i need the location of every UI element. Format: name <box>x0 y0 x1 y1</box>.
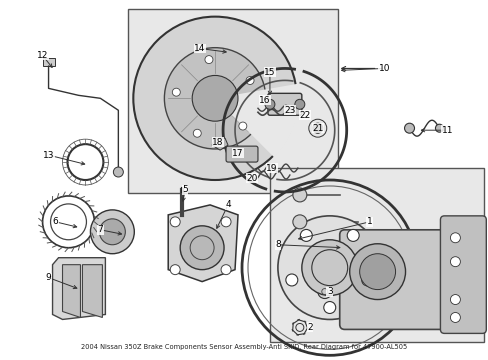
Text: 18: 18 <box>212 138 224 147</box>
Text: 15: 15 <box>264 68 275 77</box>
Polygon shape <box>82 265 102 318</box>
Text: 14: 14 <box>194 44 205 53</box>
FancyBboxPatch shape <box>225 146 258 162</box>
Bar <box>269 168 483 342</box>
Text: 6: 6 <box>53 217 58 226</box>
Text: 10: 10 <box>378 64 389 73</box>
Text: 5: 5 <box>182 185 188 194</box>
Text: 23: 23 <box>284 106 295 115</box>
Text: 17: 17 <box>232 149 244 158</box>
Text: 2004 Nissan 350Z Brake Components Sensor Assembly-Anti SKID, Rear Diagram for 47: 2004 Nissan 350Z Brake Components Sensor… <box>81 345 407 350</box>
Bar <box>42 58 55 67</box>
FancyBboxPatch shape <box>440 216 486 333</box>
Text: 19: 19 <box>265 163 277 172</box>
Circle shape <box>133 17 296 180</box>
Polygon shape <box>168 205 238 282</box>
Text: 1: 1 <box>366 217 372 226</box>
Text: 3: 3 <box>326 287 332 296</box>
Circle shape <box>90 210 134 254</box>
Polygon shape <box>62 265 81 318</box>
Text: 7: 7 <box>97 225 103 234</box>
Text: 9: 9 <box>45 273 51 282</box>
Text: 11: 11 <box>441 126 452 135</box>
Circle shape <box>193 129 201 137</box>
Circle shape <box>221 265 230 275</box>
Polygon shape <box>52 258 105 319</box>
Circle shape <box>292 215 306 229</box>
Text: 8: 8 <box>274 240 280 249</box>
Circle shape <box>435 124 443 132</box>
FancyBboxPatch shape <box>267 93 301 115</box>
Circle shape <box>294 99 304 109</box>
Circle shape <box>323 302 335 314</box>
Circle shape <box>192 76 238 121</box>
Circle shape <box>449 233 459 243</box>
Text: 4: 4 <box>225 201 230 210</box>
Circle shape <box>113 167 123 177</box>
Circle shape <box>404 123 414 133</box>
Circle shape <box>359 254 395 289</box>
Circle shape <box>346 229 359 242</box>
Circle shape <box>449 294 459 305</box>
Circle shape <box>317 285 331 298</box>
Circle shape <box>170 217 180 227</box>
Circle shape <box>245 77 254 85</box>
Circle shape <box>264 99 274 109</box>
Circle shape <box>180 226 224 270</box>
Circle shape <box>292 188 306 202</box>
Circle shape <box>312 123 322 133</box>
Circle shape <box>170 265 180 275</box>
Circle shape <box>449 312 459 323</box>
Circle shape <box>204 55 212 64</box>
Polygon shape <box>212 138 227 150</box>
Text: 20: 20 <box>246 174 257 183</box>
Circle shape <box>285 274 297 286</box>
Text: 22: 22 <box>299 111 310 120</box>
Circle shape <box>221 217 230 227</box>
Circle shape <box>99 219 125 245</box>
Circle shape <box>300 229 312 242</box>
Circle shape <box>361 274 373 286</box>
Text: 16: 16 <box>259 96 270 105</box>
Text: 13: 13 <box>43 150 54 159</box>
Wedge shape <box>215 84 298 157</box>
Circle shape <box>172 88 180 96</box>
Circle shape <box>164 48 265 149</box>
Circle shape <box>301 240 357 296</box>
Text: 21: 21 <box>311 124 323 133</box>
Circle shape <box>277 216 381 319</box>
Circle shape <box>449 257 459 267</box>
Text: 12: 12 <box>37 51 48 60</box>
Text: 2: 2 <box>306 323 312 332</box>
Circle shape <box>238 122 246 130</box>
FancyBboxPatch shape <box>339 230 468 329</box>
Bar <box>128 9 337 193</box>
Circle shape <box>349 244 405 300</box>
